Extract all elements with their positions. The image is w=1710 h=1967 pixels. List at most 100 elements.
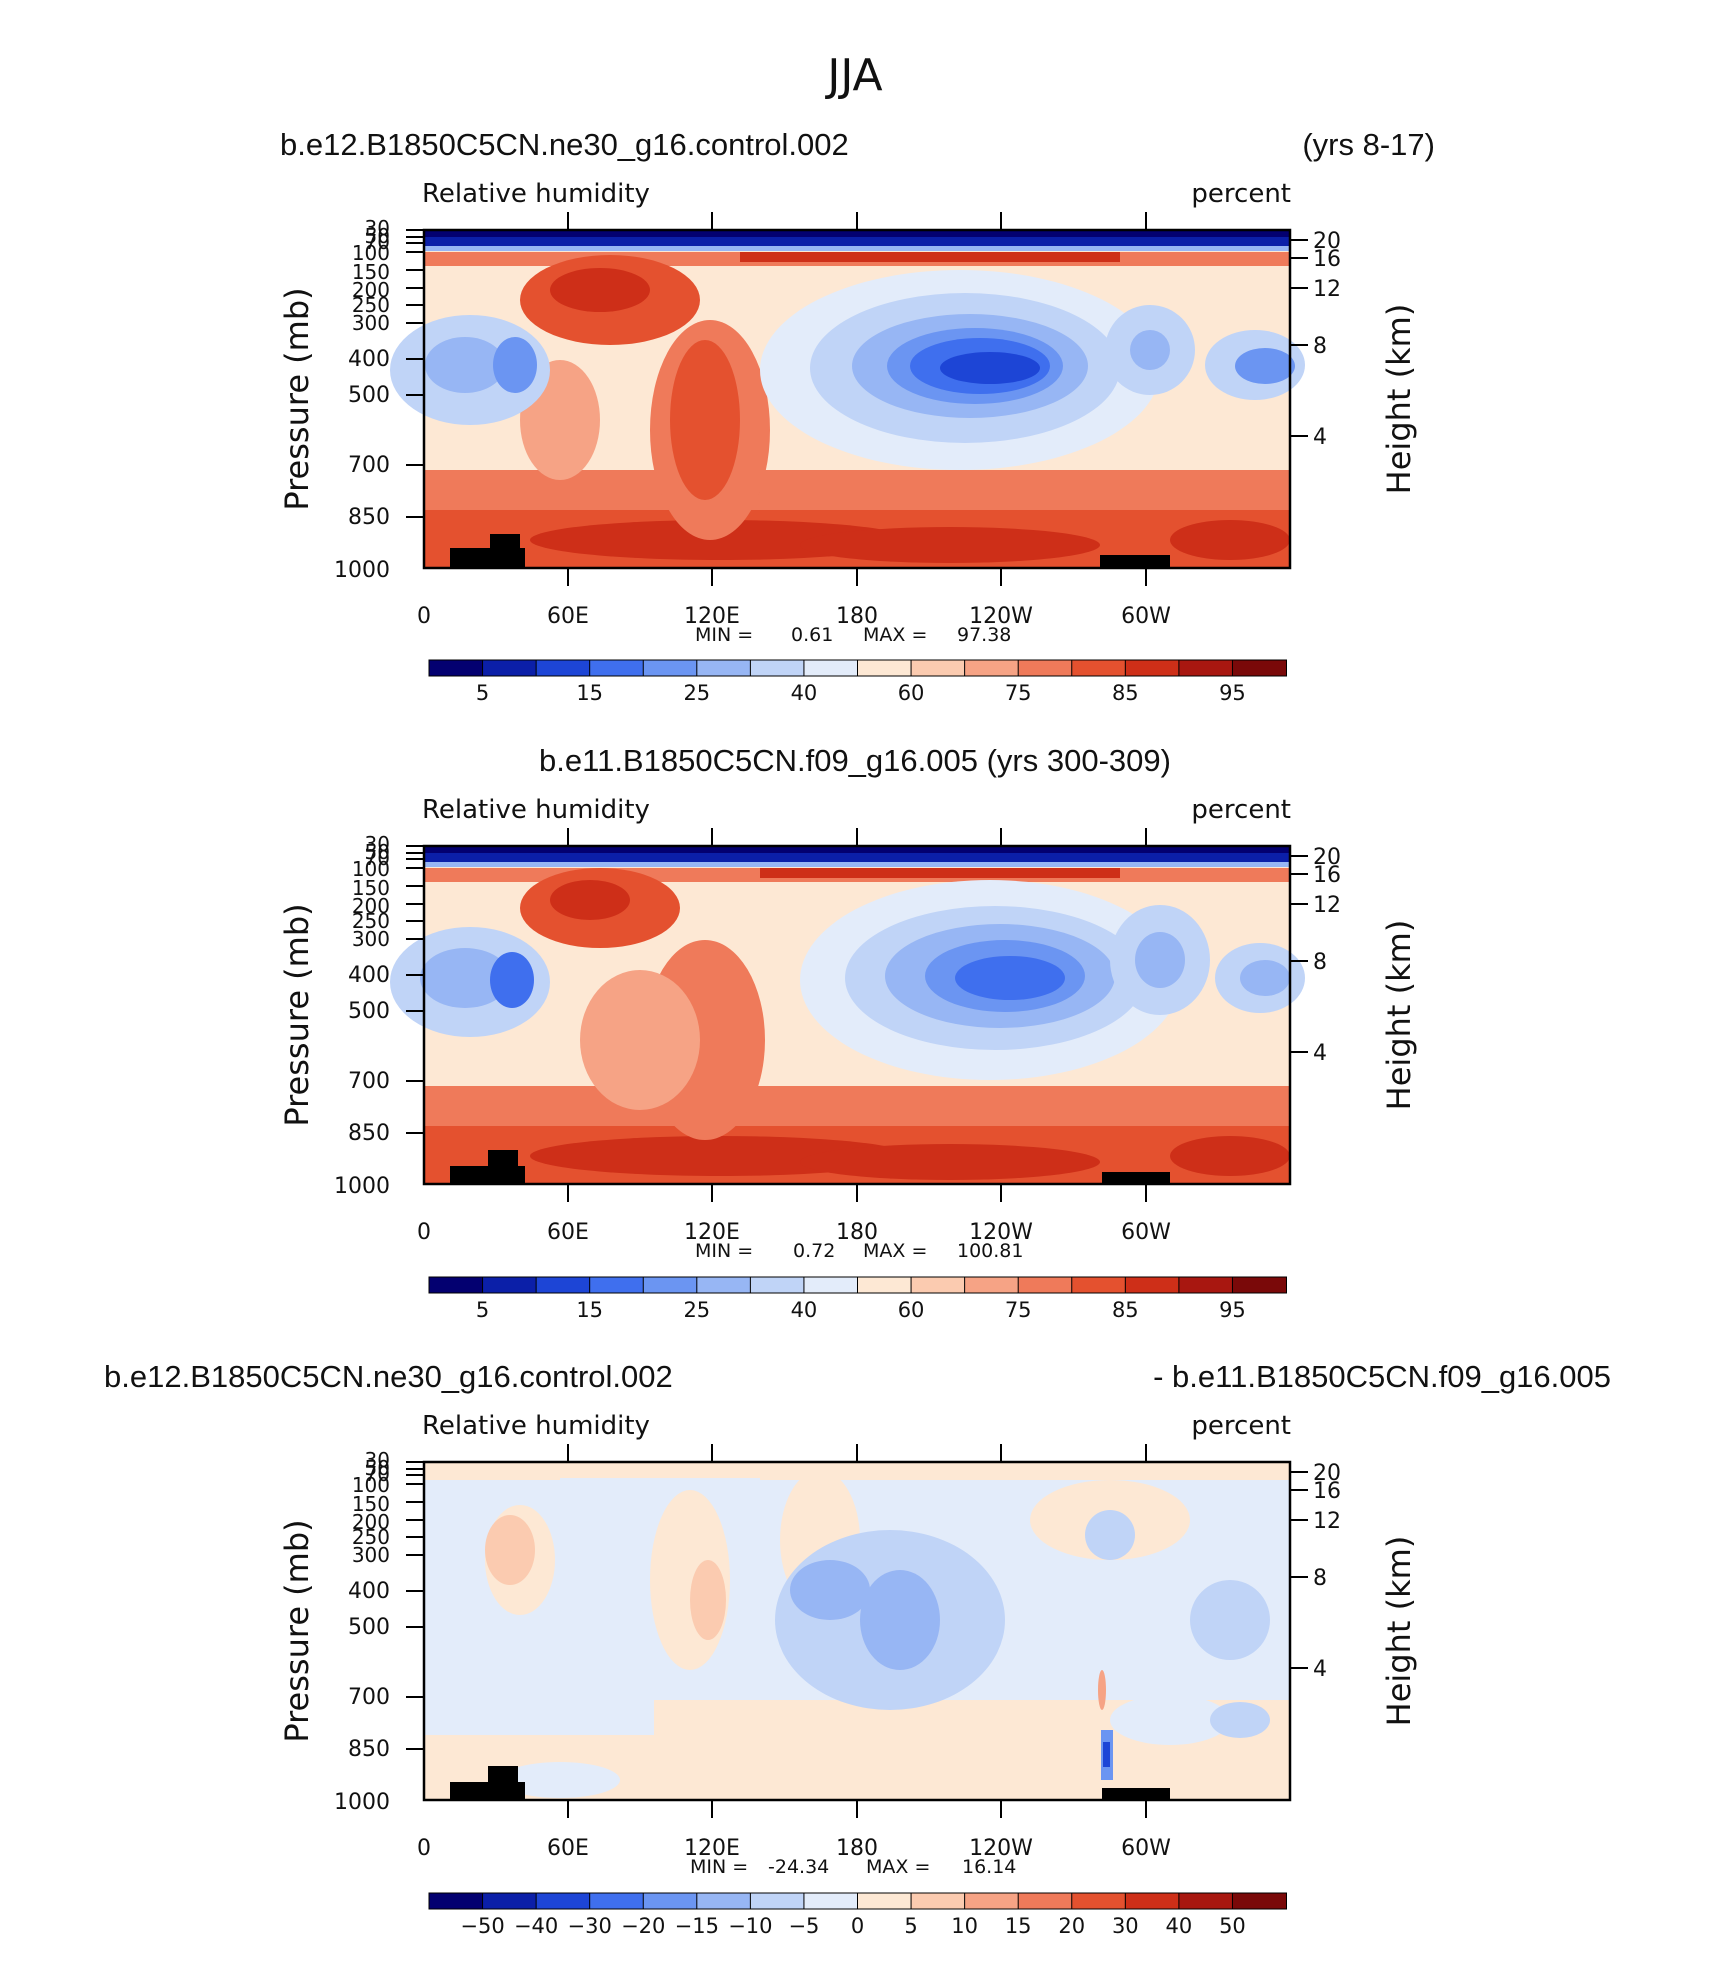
y-tick-label: 70 — [365, 846, 390, 870]
y-tick-label: 70 — [365, 1462, 390, 1486]
y-tick-label: 50 — [365, 224, 390, 248]
y-axis-title: Pressure (mb) — [278, 903, 316, 1126]
x-tick-label: 120W — [969, 604, 1033, 629]
y-tick-label: 100 — [352, 1473, 390, 1497]
colorbar: 5 15 25 40 60 75 85 95 — [428, 659, 1287, 705]
max-label: MAX = — [863, 1240, 927, 1262]
y-tick-label: 100 — [352, 241, 390, 265]
y-right-tick-label: 16 — [1313, 247, 1341, 272]
colorbar-label: −50 — [460, 1914, 504, 1938]
x-tick-label: 60E — [547, 604, 589, 629]
colorbar-label: −40 — [514, 1914, 558, 1938]
colorbar: −50 −40 −30 −20 −15 −10 −5 0 5 10 15 20 30 40 50 — [428, 1892, 1287, 1938]
x-tick-label: 180 — [836, 604, 878, 629]
colorbar-label: 85 — [1112, 1298, 1139, 1322]
y-axis-right-title: Height (km) — [1380, 304, 1418, 495]
colorbar-swatch — [642, 1892, 698, 1910]
topography — [450, 1166, 525, 1184]
panel-title-center: b.e11.B1850C5CN.f09_g16.005 (yrs 300-309… — [539, 743, 1171, 778]
colorbar-swatch — [749, 1276, 805, 1294]
colorbar-label: 30 — [1112, 1914, 1139, 1938]
x-tick-label: 0 — [417, 604, 431, 629]
colorbar-label: 60 — [898, 1298, 925, 1322]
colorbar-swatch — [1071, 659, 1127, 677]
y-tick-label: 50 — [365, 840, 390, 864]
y-tick-label: 850 — [348, 505, 390, 530]
y-right-tick-label: 20 — [1313, 1461, 1341, 1486]
x-tick-label: 60E — [547, 1220, 589, 1245]
x-tick-label: 60W — [1121, 1836, 1171, 1861]
colorbar-swatch — [482, 1892, 538, 1910]
colorbar-swatch — [428, 1276, 484, 1294]
y-tick-label: 200 — [352, 1510, 390, 1534]
y-right-tick-label: 4 — [1313, 1041, 1327, 1066]
y-tick-label: 700 — [348, 1069, 390, 1094]
colorbar-swatch — [964, 1276, 1020, 1294]
y-axis-right-title: Height (km) — [1380, 920, 1418, 1111]
y-right-tick-label: 12 — [1313, 277, 1341, 302]
units-label: percent — [1191, 795, 1291, 825]
y-tick-label: 850 — [348, 1121, 390, 1146]
colorbar-swatch — [964, 659, 1020, 677]
y-right-tick-label: 4 — [1313, 425, 1327, 450]
y-tick-label: 200 — [352, 278, 390, 302]
colorbar-swatch — [910, 1892, 966, 1910]
y-tick-label: 500 — [348, 383, 390, 408]
y-right-tick-label: 8 — [1313, 1566, 1327, 1591]
contour-field — [424, 1462, 1290, 1800]
max-value: 100.81 — [957, 1240, 1023, 1262]
colorbar-label: −30 — [568, 1914, 612, 1938]
y-right-tick-label: 12 — [1313, 1509, 1341, 1534]
x-tick-label: 60W — [1121, 1220, 1171, 1245]
x-tick-label: 180 — [836, 1836, 878, 1861]
x-tick-label: 60E — [547, 1836, 589, 1861]
colorbar-swatch — [696, 1892, 752, 1910]
x-tick-label: 120E — [684, 1836, 740, 1861]
colorbar-swatch — [589, 1892, 645, 1910]
colorbar-swatch — [1017, 1892, 1073, 1910]
colorbar-label: 75 — [1005, 681, 1032, 705]
colorbar-swatch — [535, 1276, 591, 1294]
panel-title-right: - b.e11.B1850C5CN.f09_g16.005 — [1153, 1359, 1611, 1394]
colorbar-label: −20 — [621, 1914, 665, 1938]
figure-title: JJA — [824, 50, 882, 101]
min-value: 0.72 — [793, 1240, 835, 1262]
colorbar-swatch — [803, 659, 859, 677]
y-tick-label: 1000 — [334, 1790, 390, 1815]
colorbar-swatch — [1178, 659, 1234, 677]
y-tick-label: 150 — [352, 260, 390, 284]
y-tick-label: 1000 — [334, 558, 390, 583]
y-tick-label: 400 — [348, 1579, 390, 1604]
colorbar-swatch — [428, 1892, 484, 1910]
topography — [450, 548, 525, 568]
colorbar-swatch — [749, 659, 805, 677]
y-tick-label: 250 — [352, 293, 390, 317]
colorbar-label: 0 — [851, 1914, 864, 1938]
colorbar-swatch — [642, 1276, 698, 1294]
colorbar-swatch — [696, 659, 752, 677]
colorbar-label: 85 — [1112, 681, 1139, 705]
colorbar-swatch — [803, 1276, 859, 1294]
colorbar-label: 10 — [951, 1914, 978, 1938]
y-tick-label: 300 — [352, 1543, 390, 1567]
colorbar-label: 15 — [1005, 1914, 1032, 1938]
colorbar: 5 15 25 40 60 75 85 95 — [428, 1276, 1287, 1322]
panel-title-left: b.e12.B1850C5CN.ne30_g16.control.002 — [104, 1359, 673, 1394]
y-right-tick-label: 4 — [1313, 1657, 1327, 1682]
x-tick-label: 120E — [684, 604, 740, 629]
y-right-tick-label: 16 — [1313, 1479, 1341, 1504]
x-tick-label: 0 — [417, 1220, 431, 1245]
colorbar-label: 40 — [791, 1298, 818, 1322]
colorbar-swatch — [857, 1892, 913, 1910]
panel-title-left: b.e12.B1850C5CN.ne30_g16.control.002 — [280, 127, 849, 162]
y-tick-label: 500 — [348, 999, 390, 1024]
x-tick-label: 180 — [836, 1220, 878, 1245]
colorbar-swatch — [1231, 1892, 1287, 1910]
y-right-tick-label: 20 — [1313, 845, 1341, 870]
colorbar-label: 20 — [1058, 1914, 1085, 1938]
y-tick-label: 300 — [352, 311, 390, 335]
max-value: 16.14 — [962, 1856, 1016, 1878]
colorbar-swatch — [1071, 1276, 1127, 1294]
colorbar-swatch — [1178, 1276, 1234, 1294]
variable-label: Relative humidity — [422, 795, 650, 825]
